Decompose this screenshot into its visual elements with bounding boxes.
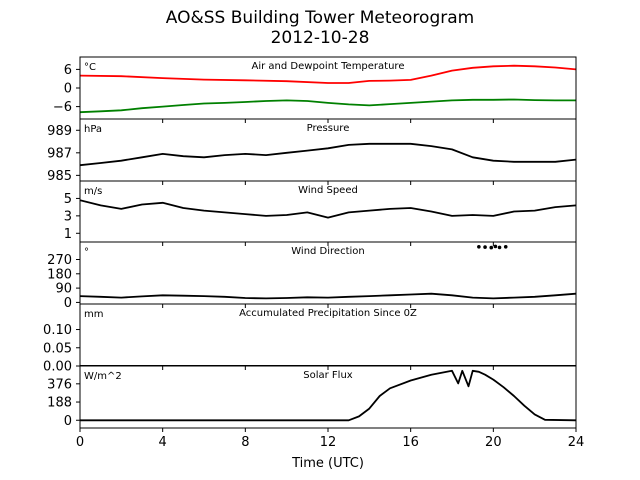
panel-unit: W/m^2: [84, 371, 122, 382]
y-tick-label: 0.05: [43, 341, 72, 356]
panel-unit: °: [84, 247, 89, 258]
x-tick-label: 20: [485, 435, 502, 450]
panel-title: Pressure: [307, 123, 350, 134]
panel-unit: m/s: [84, 186, 102, 197]
x-tick-label: 24: [568, 435, 585, 450]
panel-unit: °C: [84, 62, 96, 73]
x-tick-label: 4: [159, 435, 167, 450]
y-tick-label: −6: [53, 100, 72, 115]
x-tick-label: 16: [402, 435, 419, 450]
y-tick-label: 180: [47, 267, 72, 282]
y-tick-label: 0: [64, 414, 72, 429]
scatter-point: [477, 244, 481, 249]
series-line: [80, 369, 576, 422]
y-tick-label: 188: [47, 396, 72, 411]
scatter-point: [489, 245, 494, 250]
y-tick-label: 5: [64, 192, 72, 207]
y-tick-label: 0.00: [43, 360, 72, 375]
x-tick-label: 0: [76, 435, 84, 450]
chart-title: AO&SS Building Tower Meteorogram: [165, 8, 475, 28]
y-tick-label: 376: [47, 377, 72, 392]
scatter-point: [493, 244, 498, 249]
y-tick-label: 985: [47, 169, 72, 184]
panel-title: Accumulated Precipitation Since 0Z: [239, 308, 417, 319]
x-tick-label: 8: [241, 435, 249, 450]
y-tick-label: 270: [47, 253, 72, 268]
panel-title: Wind Direction: [291, 246, 365, 257]
y-tick-label: 989: [47, 124, 72, 139]
scatter-point: [503, 244, 508, 249]
panel-unit: mm: [84, 309, 103, 320]
series-line: [80, 64, 576, 84]
y-tick-label: 987: [47, 146, 72, 161]
y-tick-label: 6: [64, 63, 72, 78]
chart-date: 2012-10-28: [270, 28, 370, 48]
scatter-point: [497, 245, 502, 250]
panel-unit: hPa: [84, 124, 102, 135]
scatter-point: [483, 245, 487, 249]
y-tick-label: 0.10: [43, 323, 72, 338]
x-axis-label: Time (UTC): [291, 456, 364, 471]
y-tick-label: 0: [64, 82, 72, 97]
y-tick-label: 1: [64, 227, 72, 242]
panel-title: Air and Dewpoint Temperature: [252, 61, 405, 72]
panel-title: Wind Speed: [298, 185, 358, 196]
y-tick-label: 90: [55, 282, 72, 297]
series-line: [80, 98, 576, 114]
y-tick-label: 0: [64, 296, 72, 311]
panel-title: Solar Flux: [303, 370, 353, 381]
series-line: [80, 142, 576, 167]
series-line: [80, 292, 576, 300]
y-tick-label: 3: [64, 209, 72, 224]
series-line: [80, 199, 576, 219]
x-tick-label: 12: [320, 435, 337, 450]
